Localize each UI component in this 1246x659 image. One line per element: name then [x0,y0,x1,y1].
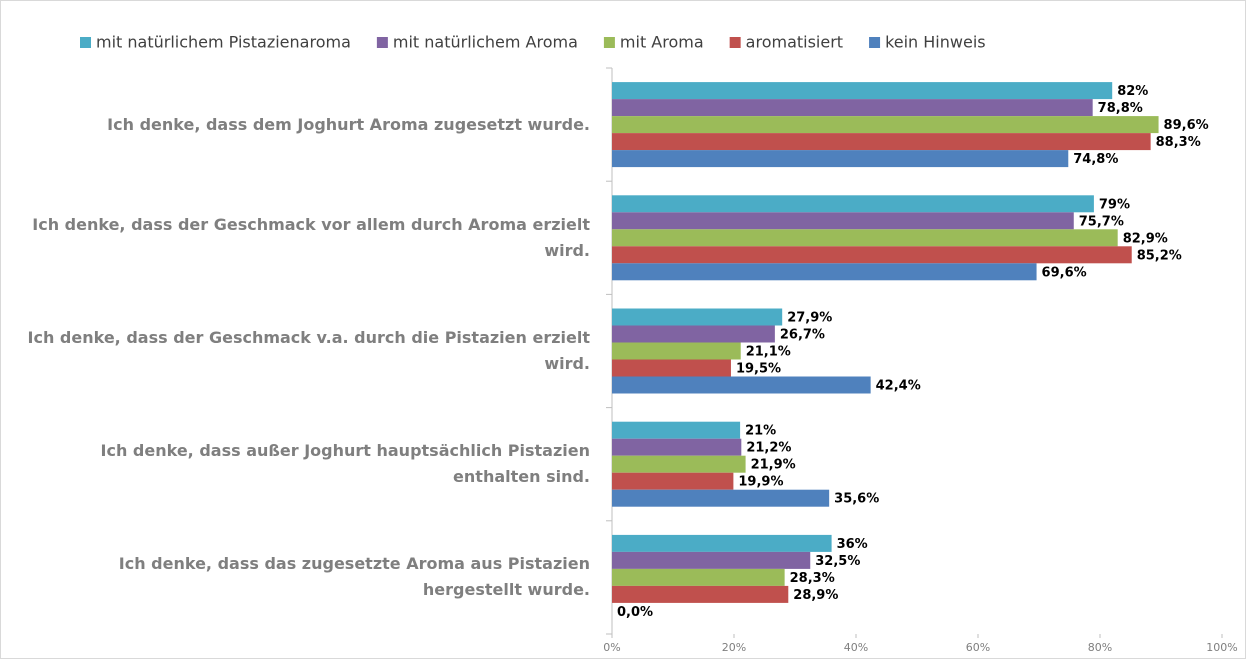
bar [612,421,741,439]
value-label: 89,6% [1164,118,1209,133]
bar [612,195,1094,213]
value-label: 79% [1099,197,1130,212]
value-label: 26,7% [780,328,825,343]
value-label: 42,4% [876,379,921,394]
value-label: 21,9% [751,458,796,473]
value-label: 21% [745,424,776,439]
category-label: Ich denke, dass der Geschmack vor allem … [32,214,590,260]
bar [612,212,1074,230]
bar [612,534,832,552]
bar [612,376,871,394]
category-label: Ich denke, dass der Geschmack v.a. durch… [27,328,590,373]
legend-label: aromatisiert [746,33,843,52]
value-label: 19,5% [736,362,781,377]
bar [612,229,1118,247]
bar [612,263,1037,281]
value-label: 69,6% [1042,265,1087,280]
legend-swatch [376,37,388,48]
value-label: 28,3% [790,571,835,586]
value-label: 0,0% [617,605,653,620]
value-label: 36% [837,537,868,552]
value-label: 74,8% [1073,152,1118,167]
legend-label: mit natürlichem Pistazienaroma [96,33,351,52]
legend-label: mit Aroma [620,33,704,52]
category-label: Ich denke, dass das zugesetzte Aroma aus… [118,554,590,600]
x-tick-label: 80% [1088,641,1112,654]
legend-label: mit natürlichem Aroma [393,33,578,52]
bar [612,246,1132,264]
bar [612,116,1159,134]
value-label: 32,5% [815,554,860,569]
value-label: 21,2% [746,441,791,456]
value-label: 75,7% [1079,214,1124,229]
bar [612,325,775,343]
bar [612,455,746,473]
x-tick-label: 0% [603,641,620,654]
value-label: 19,9% [738,475,783,490]
bar [612,585,789,603]
x-tick-label: 60% [966,641,990,654]
legend-label: kein Hinweis [885,33,986,52]
bar [612,82,1113,100]
bar [612,308,783,326]
bar [612,359,731,377]
bar [612,551,811,569]
bar [612,489,830,507]
bar [612,342,741,360]
legend-swatch [729,37,741,48]
bar [612,150,1069,168]
value-label: 78,8% [1098,101,1143,116]
legend-swatch [869,37,881,48]
value-label: 21,1% [746,345,791,360]
category-label: Ich denke, dass dem Joghurt Aroma zugese… [107,114,590,134]
value-label: 35,6% [834,492,879,507]
value-label: 27,9% [787,311,832,326]
bar [612,472,734,490]
bar [612,99,1093,117]
x-tick-label: 20% [722,641,746,654]
value-label: 82,9% [1123,231,1168,246]
bar [612,568,785,586]
bar [612,438,742,456]
value-label: 88,3% [1156,135,1201,150]
legend-swatch [80,37,91,48]
x-tick-label: 100% [1206,641,1237,654]
value-label: 82% [1117,84,1148,99]
value-label: 85,2% [1137,248,1182,263]
legend-swatch [603,37,615,48]
x-tick-label: 40% [844,641,868,654]
bar [612,133,1151,151]
value-label: 28,9% [793,588,838,603]
category-label: Ich denke, dass außer Joghurt hauptsächl… [100,441,590,487]
